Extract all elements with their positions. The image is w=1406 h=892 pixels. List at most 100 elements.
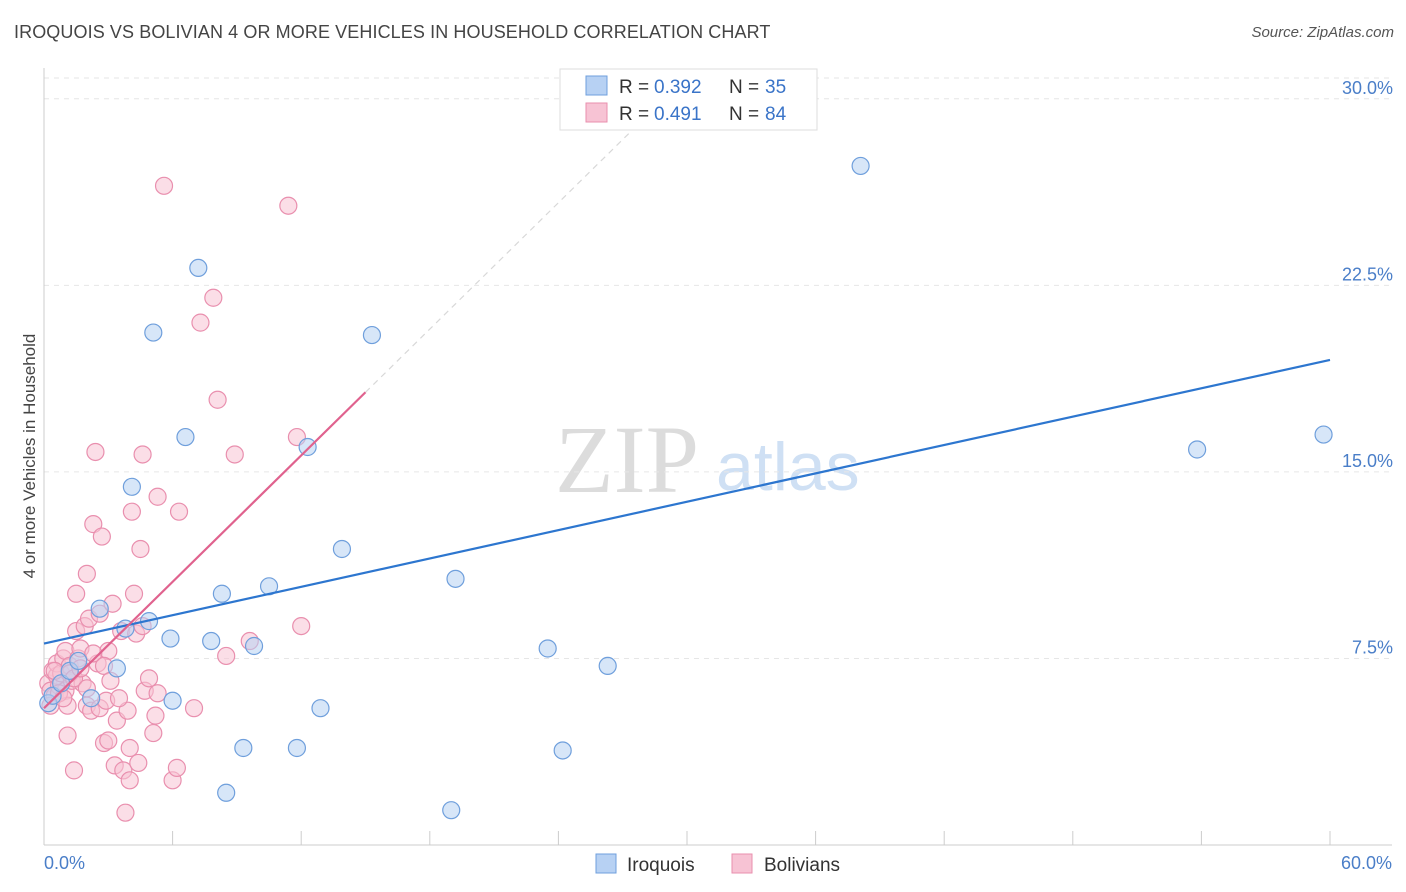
legend-n-label-2: N = <box>729 104 759 125</box>
bolivian-point <box>109 689 129 708</box>
iroquois-point <box>446 569 465 588</box>
bottom-legend-label-bolivian: Bolivians <box>764 855 840 876</box>
bolivian-point <box>67 584 86 603</box>
axes <box>43 68 1392 846</box>
y-tick-label: 7.5% <box>1352 637 1393 657</box>
bolivian-point <box>131 539 150 559</box>
iroquois-point <box>442 801 461 820</box>
iroquois-point <box>122 477 141 496</box>
bolivian-point <box>146 706 165 725</box>
bolivian-point <box>167 758 186 777</box>
iroquois-point <box>202 631 221 651</box>
iroquois-point <box>311 699 330 718</box>
iroquois-point <box>90 599 109 618</box>
iroquois-point <box>212 584 231 603</box>
iroquois-point <box>176 427 195 447</box>
bolivian-point <box>77 564 96 583</box>
y-tick-label: 22.5% <box>1342 264 1393 284</box>
iroquois-point <box>244 636 264 656</box>
iroquois-point <box>598 656 617 676</box>
bolivian-point <box>120 771 139 790</box>
chart-title: IROQUOIS VS BOLIVIAN 4 OR MORE VEHICLES … <box>14 22 771 42</box>
iroquois-point <box>189 258 208 277</box>
iroquois-point <box>107 659 126 678</box>
watermark-atlas: atlas <box>716 429 860 505</box>
bolivian-point <box>122 502 141 521</box>
iroquois-point <box>287 738 307 758</box>
iroquois-point <box>69 651 88 671</box>
iroquois-point <box>332 539 352 559</box>
iroquois-point <box>161 629 180 648</box>
legend-swatch-iroquois <box>585 75 608 96</box>
bottom-legend-swatch-bolivian <box>731 853 753 874</box>
bolivian-point <box>99 731 118 750</box>
bolivian-point <box>139 669 159 688</box>
iroquois-trend-line <box>43 358 1331 645</box>
legend-r-value-1: 0.392 <box>654 77 702 98</box>
bolivian-point <box>58 726 77 745</box>
bolivian-point <box>92 527 111 546</box>
bolivian-point <box>292 616 311 636</box>
iroquois-point <box>234 738 253 758</box>
bolivian-point <box>184 699 204 718</box>
iroquois-point <box>553 741 572 760</box>
bolivian-point <box>64 761 84 780</box>
bolivian-point <box>84 515 103 534</box>
legend-n-label-1: N = <box>729 77 759 98</box>
bolivian-point <box>148 487 167 506</box>
bolivian-point <box>279 196 298 215</box>
x-tick-label-max: 60.0% <box>1341 853 1392 873</box>
stats-legend: R = 0.392 N = 35 R = 0.491 N = 84 <box>559 68 818 131</box>
legend-r-value-2: 0.491 <box>654 104 702 125</box>
legend-n-value-2: 84 <box>765 104 787 125</box>
bolivian-point <box>124 584 144 603</box>
iroquois-point <box>43 686 62 705</box>
gridlines <box>44 77 1392 659</box>
iroquois-point <box>298 437 317 457</box>
iroquois-point <box>163 691 182 710</box>
iroquois-point <box>217 783 236 802</box>
bolivian-points <box>39 176 311 822</box>
watermark-zip: ZIP <box>555 406 699 513</box>
bolivian-point <box>129 753 148 773</box>
bottom-legend-swatch-iroquois <box>595 853 617 874</box>
legend-r-label-1: R = <box>619 77 649 98</box>
bolivian-point <box>120 738 139 758</box>
iroquois-point <box>1314 425 1333 444</box>
iroquois-point <box>538 639 557 658</box>
x-tick-label-min: 0.0% <box>44 853 85 873</box>
bolivian-point <box>225 445 244 464</box>
y-tick-label: 30.0% <box>1342 78 1393 98</box>
bolivian-point <box>116 803 135 822</box>
series-legend: Iroquois Bolivians <box>595 853 840 876</box>
bolivian-point <box>208 390 227 409</box>
bolivian-point <box>154 176 174 195</box>
source-label: Source: ZipAtlas.com <box>1251 24 1394 41</box>
iroquois-point <box>144 323 163 342</box>
iroquois-point <box>82 689 101 708</box>
bolivian-point <box>86 442 105 462</box>
legend-swatch-bolivian <box>585 102 608 123</box>
bottom-legend-label-iroquois: Iroquois <box>627 855 695 876</box>
iroquois-point <box>1188 440 1207 459</box>
watermark: ZIP atlas <box>555 406 860 513</box>
bolivian-point <box>169 502 189 521</box>
iroquois-point <box>851 156 870 176</box>
y-tick-labels: 7.5% 15.0% 22.5% 30.0% <box>1342 78 1393 658</box>
bolivian-point <box>204 288 223 307</box>
bolivian-trend-line <box>43 391 367 709</box>
iroquois-point <box>362 325 382 345</box>
bolivian-point <box>133 445 152 464</box>
bolivian-point <box>118 701 137 720</box>
legend-r-label-2: R = <box>619 104 649 125</box>
trend-lines <box>43 75 1331 709</box>
y-tick-label: 15.0% <box>1342 451 1393 471</box>
bolivian-point <box>144 723 163 743</box>
legend-n-value-1: 35 <box>765 77 786 98</box>
bolivian-point <box>217 646 236 666</box>
x-ticks <box>43 831 1331 845</box>
bolivian-point <box>148 684 167 703</box>
bolivian-point <box>191 313 210 332</box>
bolivian-point <box>84 644 103 663</box>
